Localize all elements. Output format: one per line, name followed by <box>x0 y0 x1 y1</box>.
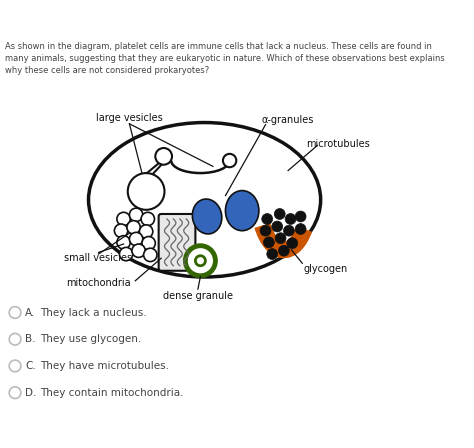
Circle shape <box>274 209 285 220</box>
Circle shape <box>9 307 21 319</box>
Circle shape <box>9 333 21 345</box>
Circle shape <box>275 233 286 244</box>
Text: small vesicles: small vesicles <box>64 253 133 263</box>
Circle shape <box>155 148 172 165</box>
Circle shape <box>283 225 294 236</box>
Ellipse shape <box>192 199 222 234</box>
Text: α-granules: α-granules <box>262 116 314 125</box>
Text: They have microtubules.: They have microtubules. <box>40 361 169 371</box>
Circle shape <box>141 212 155 226</box>
Circle shape <box>144 248 157 262</box>
Circle shape <box>295 224 306 234</box>
Circle shape <box>195 256 205 266</box>
Circle shape <box>139 225 153 238</box>
Circle shape <box>128 173 164 210</box>
Text: As shown in the diagram, platelet cells are immune cells that lack a nucleus. Th: As shown in the diagram, platelet cells … <box>5 42 445 74</box>
Text: mitochondria: mitochondria <box>66 278 131 288</box>
Circle shape <box>262 214 273 224</box>
Text: They contain mitochondria.: They contain mitochondria. <box>40 388 183 398</box>
Text: dense granule: dense granule <box>163 291 233 301</box>
Circle shape <box>267 249 278 259</box>
Circle shape <box>9 360 21 372</box>
Circle shape <box>129 233 143 246</box>
Text: D.: D. <box>25 388 36 398</box>
Circle shape <box>295 211 306 222</box>
Circle shape <box>114 224 128 237</box>
Circle shape <box>287 238 298 249</box>
Text: They lack a nucleus.: They lack a nucleus. <box>40 307 147 318</box>
Circle shape <box>142 237 155 250</box>
Circle shape <box>9 387 21 399</box>
Text: C.: C. <box>25 361 36 371</box>
Text: microtubules: microtubules <box>306 139 370 149</box>
FancyBboxPatch shape <box>159 214 195 271</box>
Ellipse shape <box>226 190 259 231</box>
Circle shape <box>117 212 130 226</box>
Circle shape <box>285 214 296 224</box>
Circle shape <box>264 237 274 248</box>
Circle shape <box>223 154 237 167</box>
Circle shape <box>185 246 215 276</box>
Text: B.: B. <box>25 334 36 344</box>
Circle shape <box>129 208 143 221</box>
Circle shape <box>272 221 283 232</box>
Circle shape <box>260 225 271 236</box>
Text: large vesicles: large vesicles <box>96 113 163 123</box>
Text: A.: A. <box>25 307 36 318</box>
Text: They use glycogen.: They use glycogen. <box>40 334 141 344</box>
Text: glycogen: glycogen <box>303 264 348 274</box>
Ellipse shape <box>89 123 320 277</box>
Circle shape <box>119 247 133 261</box>
Circle shape <box>279 246 289 256</box>
Circle shape <box>117 236 130 249</box>
Circle shape <box>132 244 146 258</box>
Circle shape <box>127 221 140 234</box>
